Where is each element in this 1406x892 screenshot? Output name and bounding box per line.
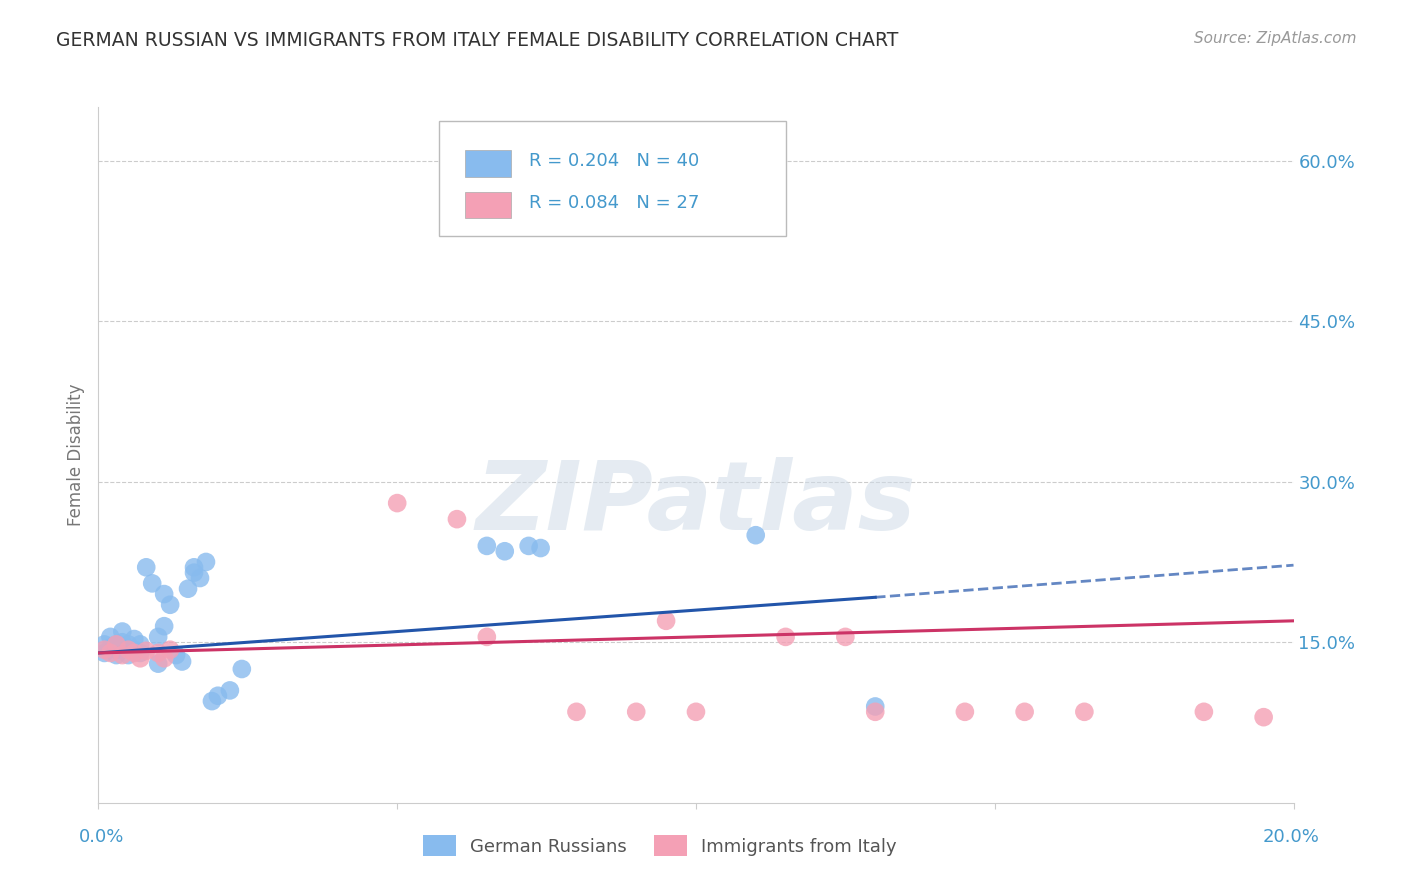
Point xyxy=(517,539,540,553)
Point xyxy=(129,637,152,651)
Point xyxy=(1073,705,1095,719)
Text: Source: ZipAtlas.com: Source: ZipAtlas.com xyxy=(1194,31,1357,46)
Point xyxy=(1253,710,1275,724)
Point xyxy=(446,512,468,526)
Point xyxy=(98,646,122,660)
Point xyxy=(153,587,176,601)
Point xyxy=(124,632,146,646)
Point xyxy=(148,630,170,644)
Point xyxy=(159,642,181,657)
Point xyxy=(183,566,205,580)
Point xyxy=(93,637,115,651)
Point xyxy=(745,528,768,542)
Point xyxy=(98,630,122,644)
Point xyxy=(153,619,176,633)
FancyBboxPatch shape xyxy=(465,192,510,219)
Point xyxy=(865,699,887,714)
FancyBboxPatch shape xyxy=(439,121,786,235)
Point xyxy=(111,642,134,657)
Point xyxy=(685,705,707,719)
Point xyxy=(624,705,647,719)
Point xyxy=(385,496,409,510)
Point xyxy=(141,576,163,591)
Point xyxy=(117,648,139,662)
Point xyxy=(231,662,253,676)
Point xyxy=(135,644,157,658)
Point xyxy=(105,637,128,651)
Point xyxy=(865,705,887,719)
Point xyxy=(98,640,122,655)
Point xyxy=(105,637,128,651)
Point xyxy=(188,571,211,585)
Point xyxy=(111,624,134,639)
Point xyxy=(177,582,200,596)
Point xyxy=(207,689,229,703)
Point xyxy=(475,630,498,644)
Point xyxy=(93,642,115,657)
Point xyxy=(219,683,242,698)
Point xyxy=(93,646,115,660)
Point xyxy=(834,630,856,644)
Point xyxy=(148,646,170,660)
Point xyxy=(745,218,768,232)
Point xyxy=(953,705,976,719)
Text: R = 0.084   N = 27: R = 0.084 N = 27 xyxy=(529,194,699,212)
Point xyxy=(129,651,152,665)
Point xyxy=(172,655,194,669)
Point xyxy=(201,694,224,708)
Point xyxy=(105,642,128,657)
Point xyxy=(129,646,152,660)
Point xyxy=(194,555,218,569)
Point xyxy=(165,648,187,662)
Point xyxy=(135,560,157,574)
FancyBboxPatch shape xyxy=(465,150,510,177)
Point xyxy=(111,648,134,662)
Legend: German Russians, Immigrants from Italy: German Russians, Immigrants from Italy xyxy=(416,828,904,863)
Point xyxy=(529,541,551,555)
Y-axis label: Female Disability: Female Disability xyxy=(66,384,84,526)
Point xyxy=(124,646,146,660)
Text: ZIPatlas: ZIPatlas xyxy=(475,457,917,550)
Point xyxy=(117,637,139,651)
Text: R = 0.204   N = 40: R = 0.204 N = 40 xyxy=(529,153,699,170)
Point xyxy=(153,651,176,665)
Point xyxy=(105,648,128,662)
Point xyxy=(183,560,205,574)
Point xyxy=(494,544,516,558)
Point xyxy=(148,657,170,671)
Point xyxy=(124,642,146,657)
Point xyxy=(775,630,797,644)
Point xyxy=(117,642,139,657)
Point xyxy=(111,635,134,649)
Point xyxy=(475,539,498,553)
Point xyxy=(159,598,181,612)
Point xyxy=(1014,705,1036,719)
Point xyxy=(655,614,678,628)
Point xyxy=(1192,705,1215,719)
Point xyxy=(565,705,588,719)
Text: 20.0%: 20.0% xyxy=(1263,828,1319,846)
Text: 0.0%: 0.0% xyxy=(79,828,124,846)
Text: GERMAN RUSSIAN VS IMMIGRANTS FROM ITALY FEMALE DISABILITY CORRELATION CHART: GERMAN RUSSIAN VS IMMIGRANTS FROM ITALY … xyxy=(56,31,898,50)
